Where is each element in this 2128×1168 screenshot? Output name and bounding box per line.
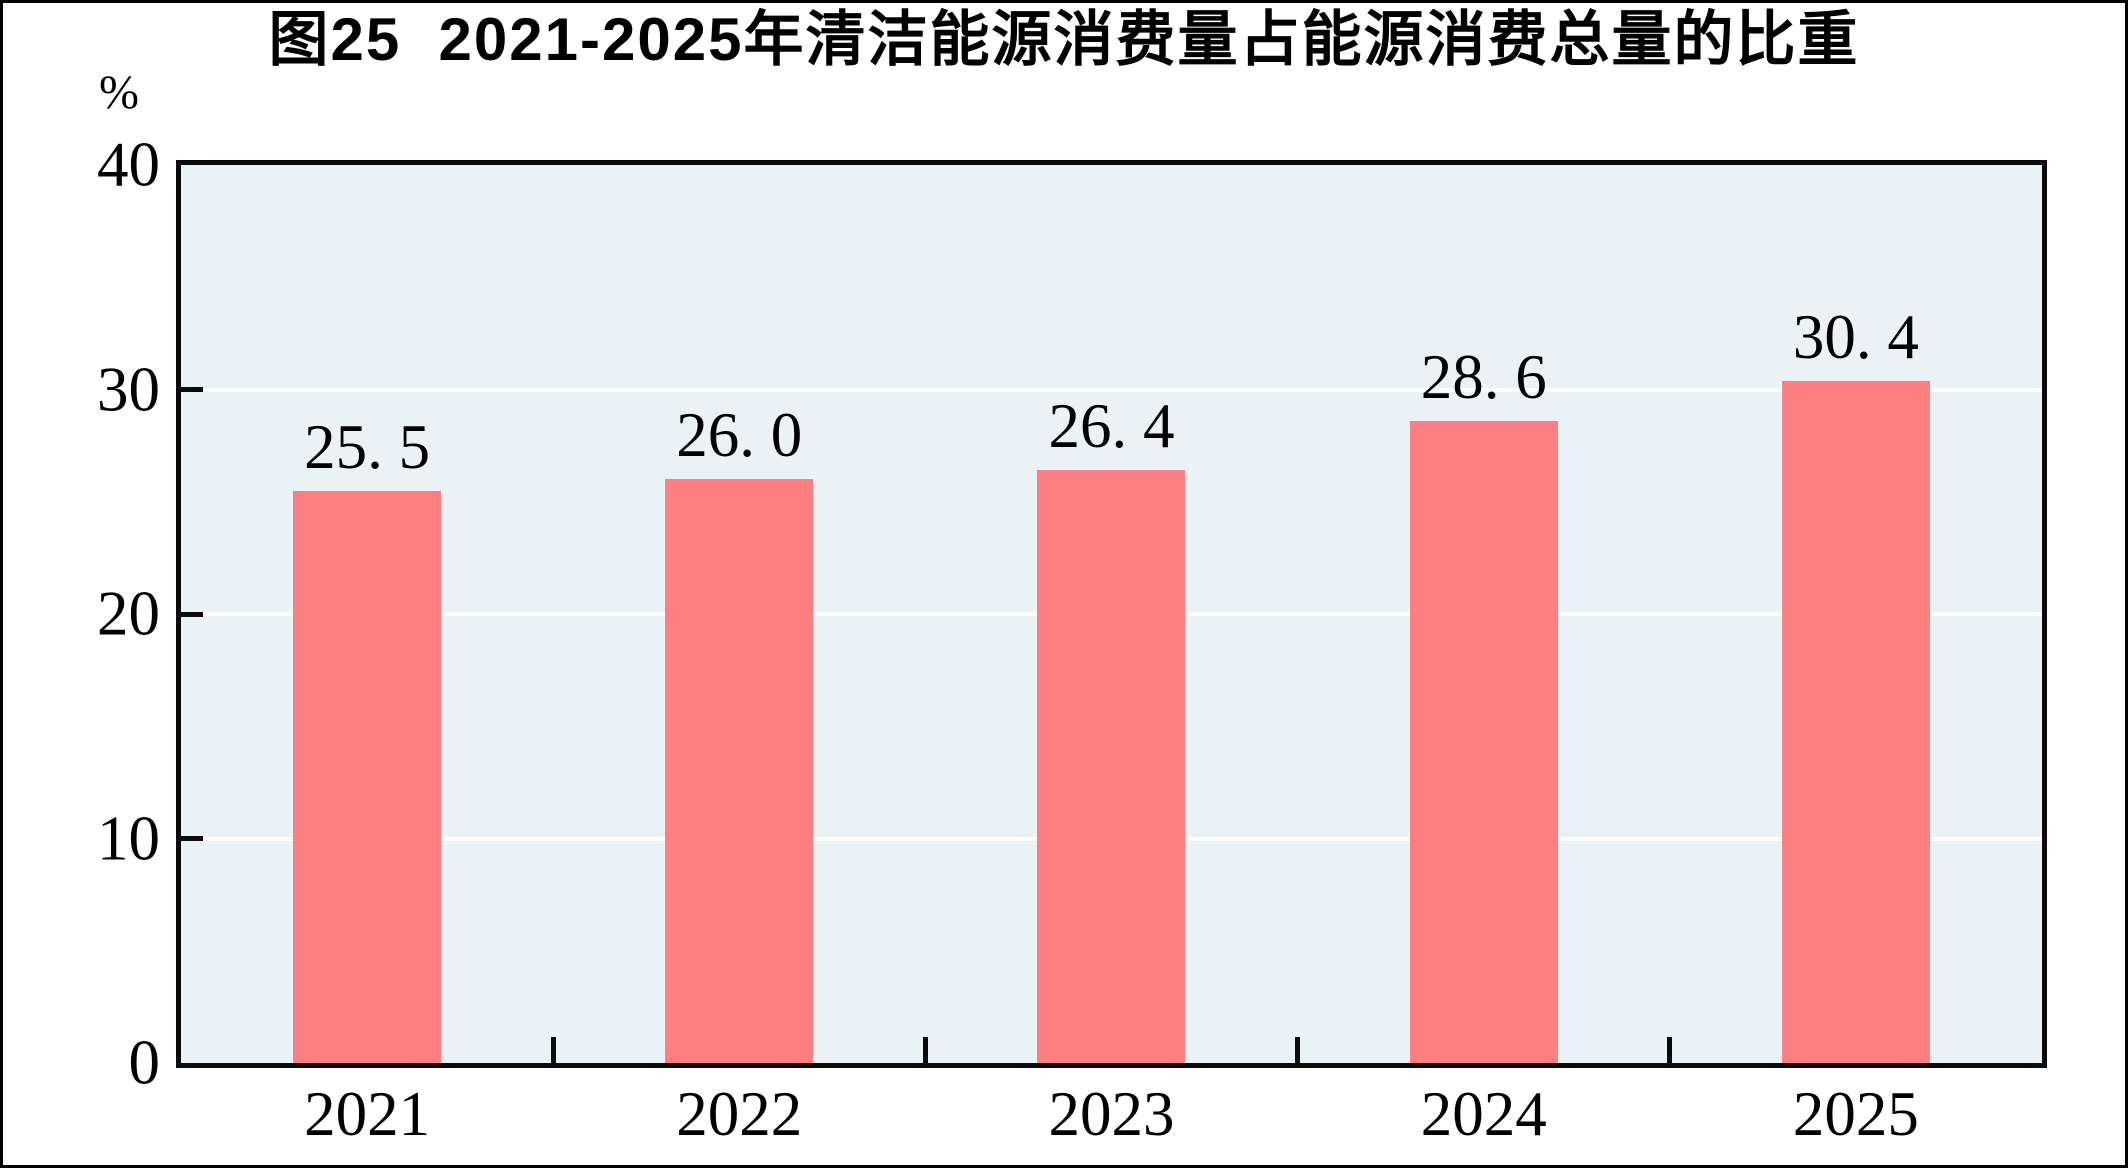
bar (1409, 420, 1558, 1063)
bar (1781, 380, 1930, 1063)
y-tick-label: 0 (128, 1027, 161, 1098)
x-tick-label: 2022 (676, 1079, 803, 1149)
y-tick-label: 40 (97, 129, 160, 200)
y-tick (181, 836, 203, 841)
bar-slot: 28. 6 (1298, 165, 1670, 1063)
bar-slot: 26. 0 (553, 165, 925, 1063)
bar-value-label: 28. 6 (1420, 341, 1547, 412)
bar-value-label: 26. 0 (676, 400, 803, 471)
x-tick-label: 2025 (1792, 1079, 1919, 1149)
bar-value-label: 26. 4 (1048, 391, 1175, 462)
x-tick-label: 2021 (304, 1079, 431, 1149)
chart-title: 图25 2021-2025年清洁能源消费量占能源消费总量的比重 (268, 6, 1860, 73)
x-tick (550, 1037, 556, 1063)
x-tick (1295, 1037, 1301, 1063)
bar (665, 479, 814, 1063)
plot-area: 25. 5 26. 0 26. 4 28. 6 30. 4 (176, 160, 2047, 1068)
bar-slot: 25. 5 (181, 165, 553, 1063)
x-tick (922, 1037, 928, 1063)
x-tick-label: 2024 (1420, 1079, 1547, 1149)
y-tick-label: 20 (97, 578, 160, 649)
bar-slot: 30. 4 (1670, 165, 2042, 1063)
y-tick-label: 30 (97, 354, 160, 424)
y-tick (181, 387, 203, 392)
y-tick (181, 611, 203, 617)
x-axis-labels: 2021 2022 2023 2024 2025 (181, 1083, 2042, 1153)
x-tick (1667, 1037, 1673, 1063)
bar-slot: 26. 4 (925, 165, 1297, 1063)
bar-value-label: 25. 5 (304, 411, 431, 482)
bar (293, 490, 442, 1063)
y-tick-label: 10 (97, 803, 160, 873)
y-axis-labels: 40 30 20 10 0 (3, 133, 160, 1094)
x-tick-label: 2023 (1048, 1079, 1175, 1149)
y-axis-unit-label: % (99, 66, 139, 119)
bar (1037, 470, 1186, 1063)
bar-value-label: 30. 4 (1792, 301, 1919, 372)
gridline (181, 387, 2042, 392)
